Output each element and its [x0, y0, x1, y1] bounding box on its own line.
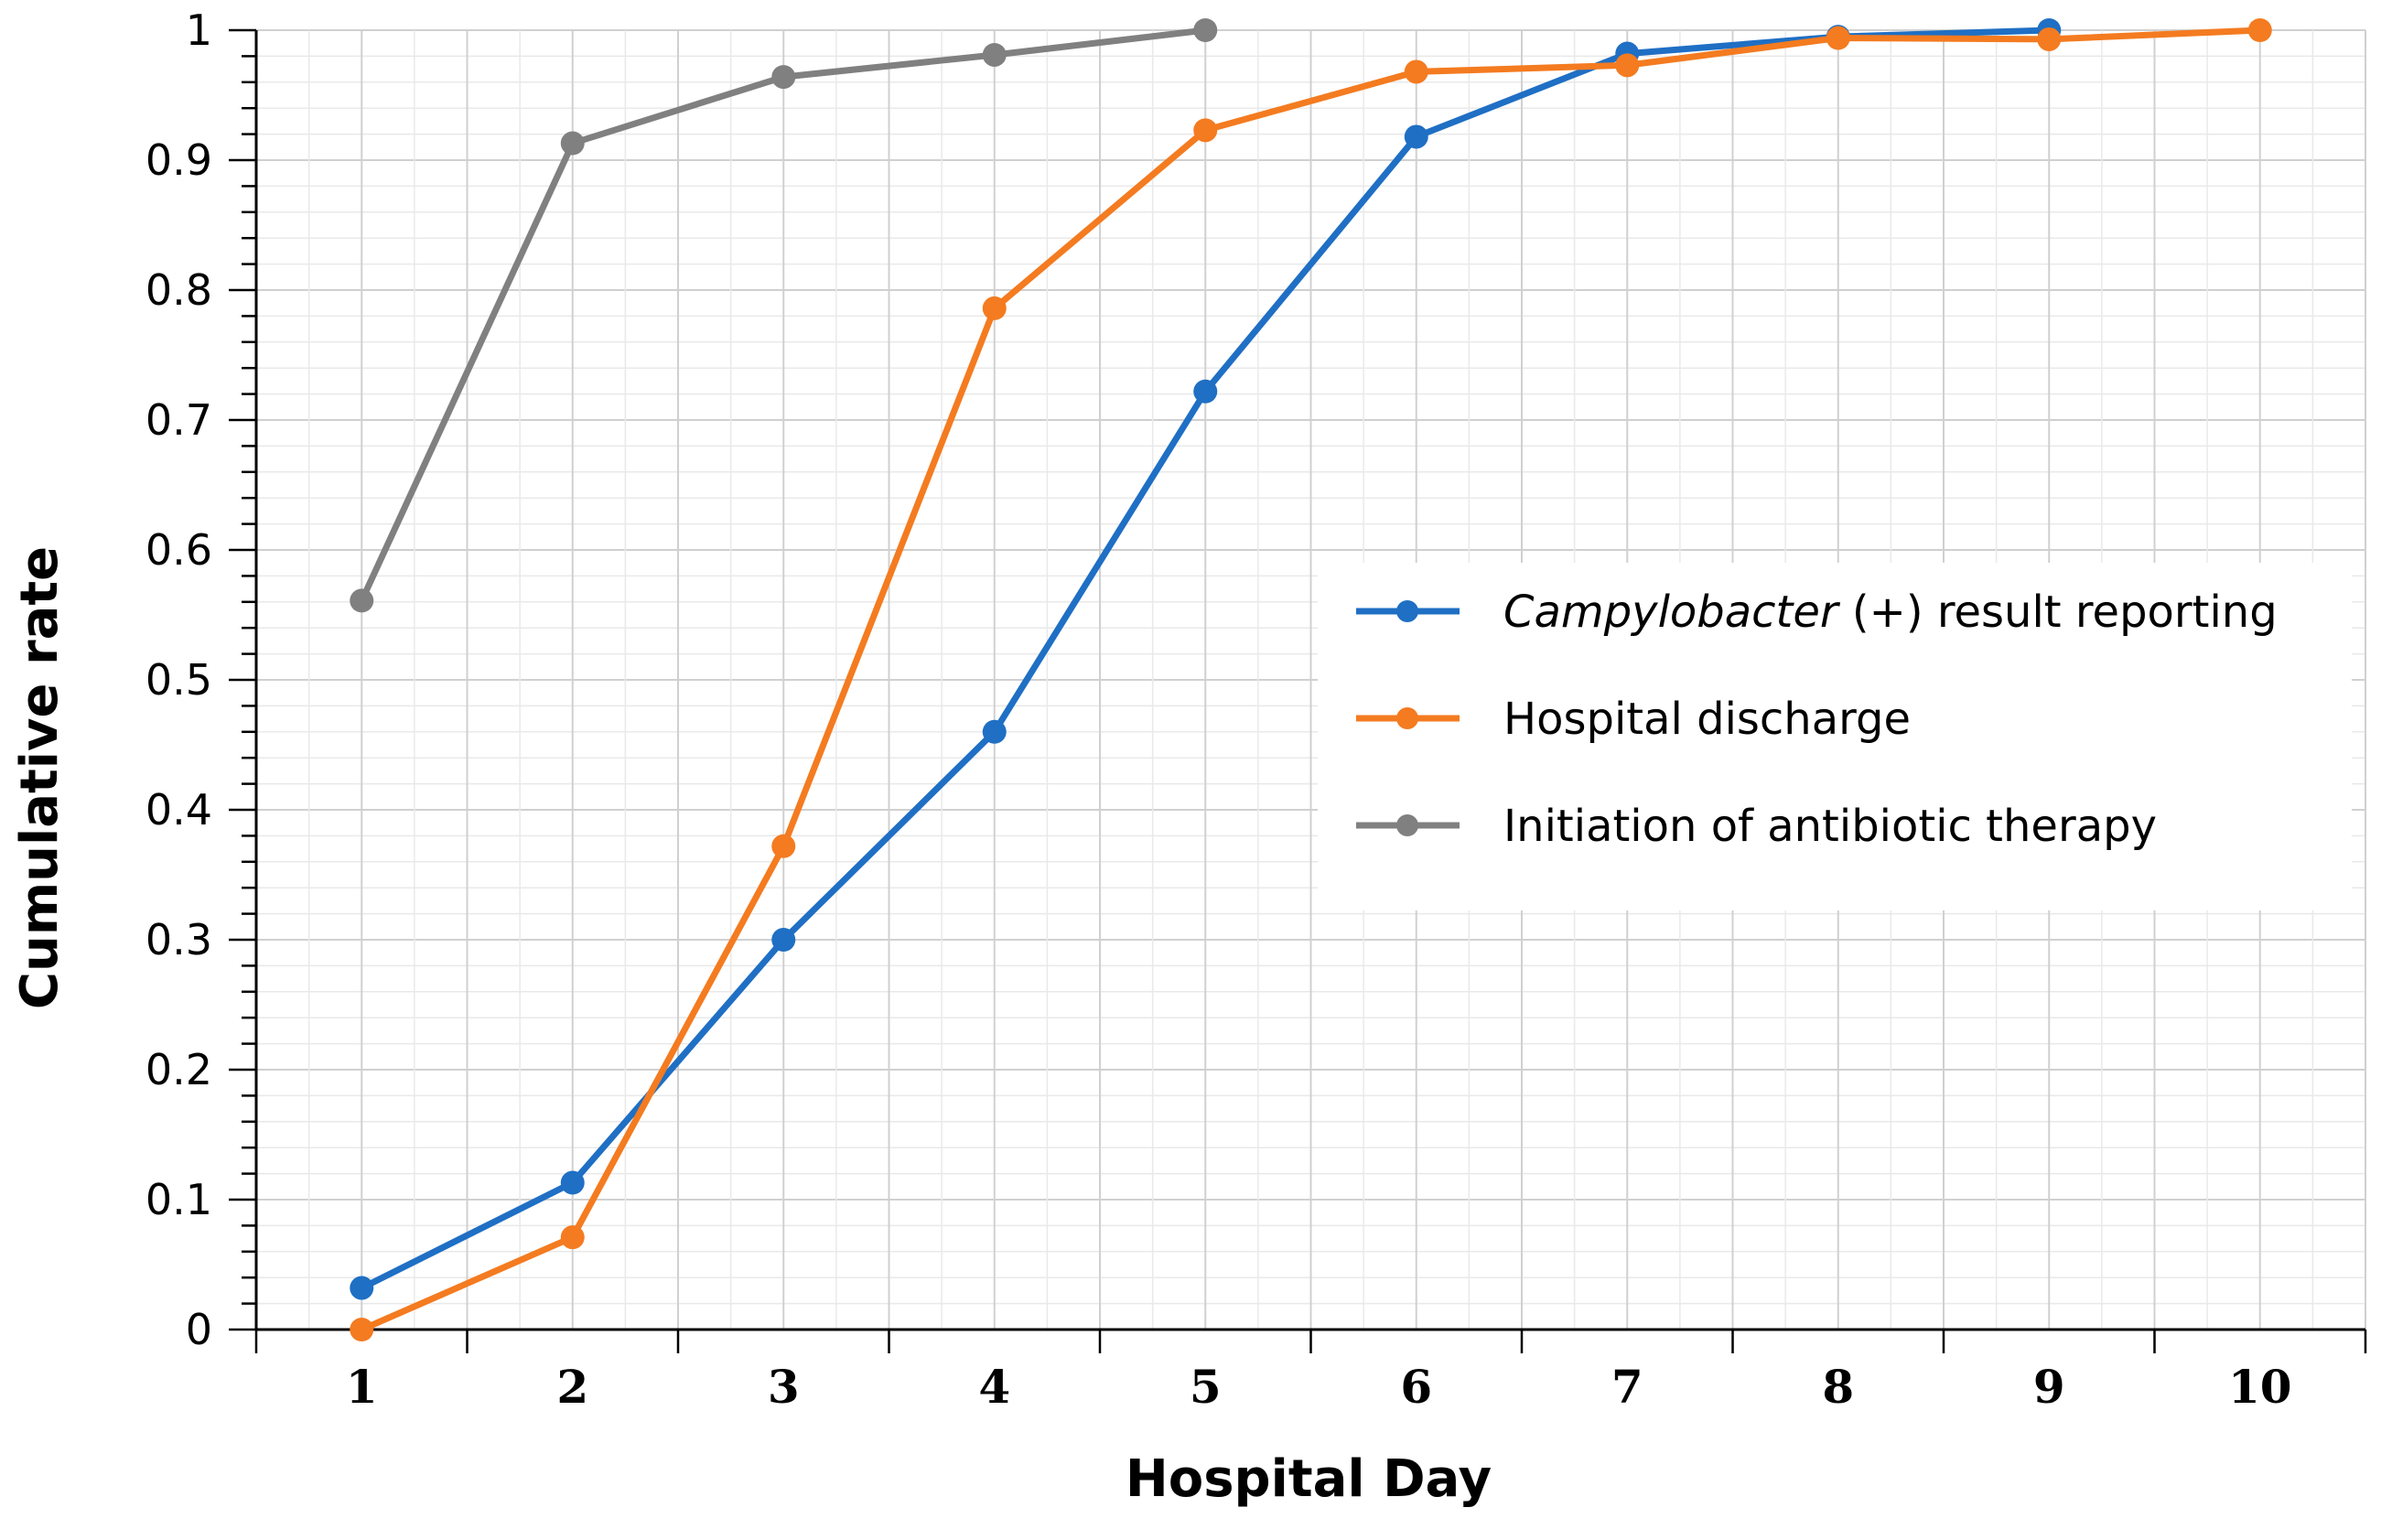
y-tick-label: 0.8 — [145, 265, 212, 315]
x-tick-label: 2 — [556, 1360, 588, 1414]
x-axis-title: Hospital Day — [1126, 1449, 1492, 1509]
y-tick-label: 0.7 — [145, 395, 212, 445]
y-tick-label: 0.9 — [145, 135, 212, 185]
legend-marker — [1396, 707, 1418, 729]
y-axis-title: Cumulative rate — [10, 546, 70, 1009]
legend: Campylobacter (+) result reporting Hospit… — [1318, 563, 2352, 910]
data-point — [982, 719, 1007, 744]
data-point — [560, 1170, 585, 1195]
data-point — [771, 928, 796, 952]
x-tick-label: 5 — [1190, 1360, 1222, 1414]
legend-label: Campylobacter (+) result reporting — [1503, 587, 2278, 638]
series-3 — [350, 18, 1218, 613]
x-tick-label: 10 — [2228, 1360, 2292, 1414]
y-tick-label: 0.6 — [145, 525, 212, 575]
data-point — [560, 1225, 585, 1250]
series-line — [358, 27, 2264, 1333]
x-tick-label: 3 — [768, 1360, 800, 1414]
data-point — [560, 131, 585, 156]
legend-item-1: Campylobacter (+) result reporting — [1356, 587, 2278, 638]
x-tick-label: 9 — [2033, 1360, 2065, 1414]
data-point — [1404, 124, 1428, 149]
data-point — [1404, 59, 1428, 84]
legend-item-2: Hospital discharge — [1356, 694, 1911, 745]
legend-marker — [1396, 814, 1418, 836]
y-tick-label: 0.2 — [145, 1045, 212, 1094]
y-tick-label: 0.4 — [145, 785, 212, 835]
legend-label: Initiation of antibiotic therapy — [1503, 801, 2157, 852]
data-point — [350, 1318, 374, 1341]
data-point — [1193, 118, 1218, 143]
y-tick-label: 0 — [186, 1305, 212, 1354]
x-axis-ticks: 1 2 3 4 5 6 7 8 9 10 — [254, 1330, 2367, 1414]
y-tick-label: 0.5 — [145, 655, 212, 705]
data-point — [2037, 27, 2062, 51]
data-point — [982, 296, 1007, 320]
data-point — [350, 588, 374, 613]
x-tick-label: 6 — [1400, 1360, 1432, 1414]
data-point — [1615, 53, 1640, 78]
data-point — [982, 42, 1007, 67]
y-axis-ticks: 0 0.1 0.2 0.3 0.4 0.5 0.6 0.7 0.8 0.9 1 — [145, 5, 256, 1354]
data-point — [1826, 26, 1850, 50]
legend-label: Hospital discharge — [1503, 694, 1911, 745]
data-point — [1193, 18, 1218, 42]
x-tick-label: 7 — [1611, 1360, 1643, 1414]
data-point — [2247, 18, 2272, 42]
x-tick-label: 8 — [1822, 1360, 1854, 1414]
x-tick-label: 1 — [346, 1360, 378, 1414]
data-point — [771, 65, 796, 90]
data-point — [1193, 379, 1218, 404]
legend-item-3: Initiation of antibiotic therapy — [1356, 801, 2157, 852]
data-point — [350, 1276, 374, 1300]
y-tick-label: 1 — [186, 5, 212, 55]
series-lines — [350, 18, 2272, 1341]
y-tick-label: 0.1 — [145, 1175, 212, 1224]
legend-marker — [1396, 600, 1418, 622]
series-2 — [350, 18, 2272, 1341]
legend-background — [1318, 563, 2352, 910]
y-tick-label: 0.3 — [145, 915, 212, 964]
data-point — [771, 834, 796, 858]
x-tick-label: 4 — [978, 1360, 1010, 1414]
